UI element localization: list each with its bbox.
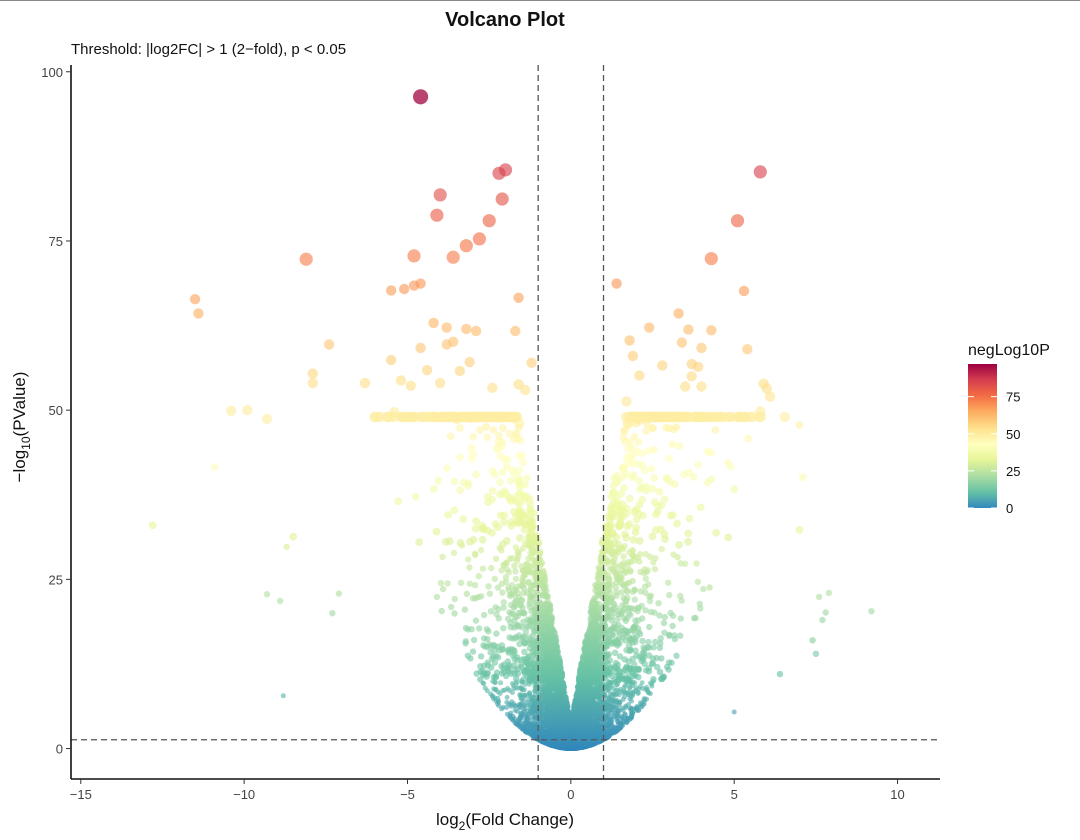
data-point (498, 680, 504, 686)
data-point (639, 680, 645, 686)
data-point (731, 709, 737, 715)
data-point (504, 694, 510, 700)
data-point (650, 676, 657, 683)
data-point (517, 692, 523, 698)
data-point (776, 670, 784, 678)
points-layer (148, 89, 875, 751)
data-point (518, 685, 524, 691)
data-point (634, 704, 640, 710)
data-point (504, 699, 510, 705)
data-point (508, 710, 514, 716)
data-point (527, 690, 532, 696)
data-point (280, 693, 286, 699)
data-point (491, 686, 497, 692)
data-point (644, 684, 649, 690)
data-point (505, 686, 511, 691)
data-point (509, 699, 515, 705)
data-point (629, 705, 635, 711)
data-point (641, 696, 647, 702)
data-point (512, 707, 518, 713)
data-point (482, 685, 488, 691)
top-border-line (0, 0, 1080, 1)
data-point (493, 669, 501, 676)
data-point (500, 704, 506, 710)
